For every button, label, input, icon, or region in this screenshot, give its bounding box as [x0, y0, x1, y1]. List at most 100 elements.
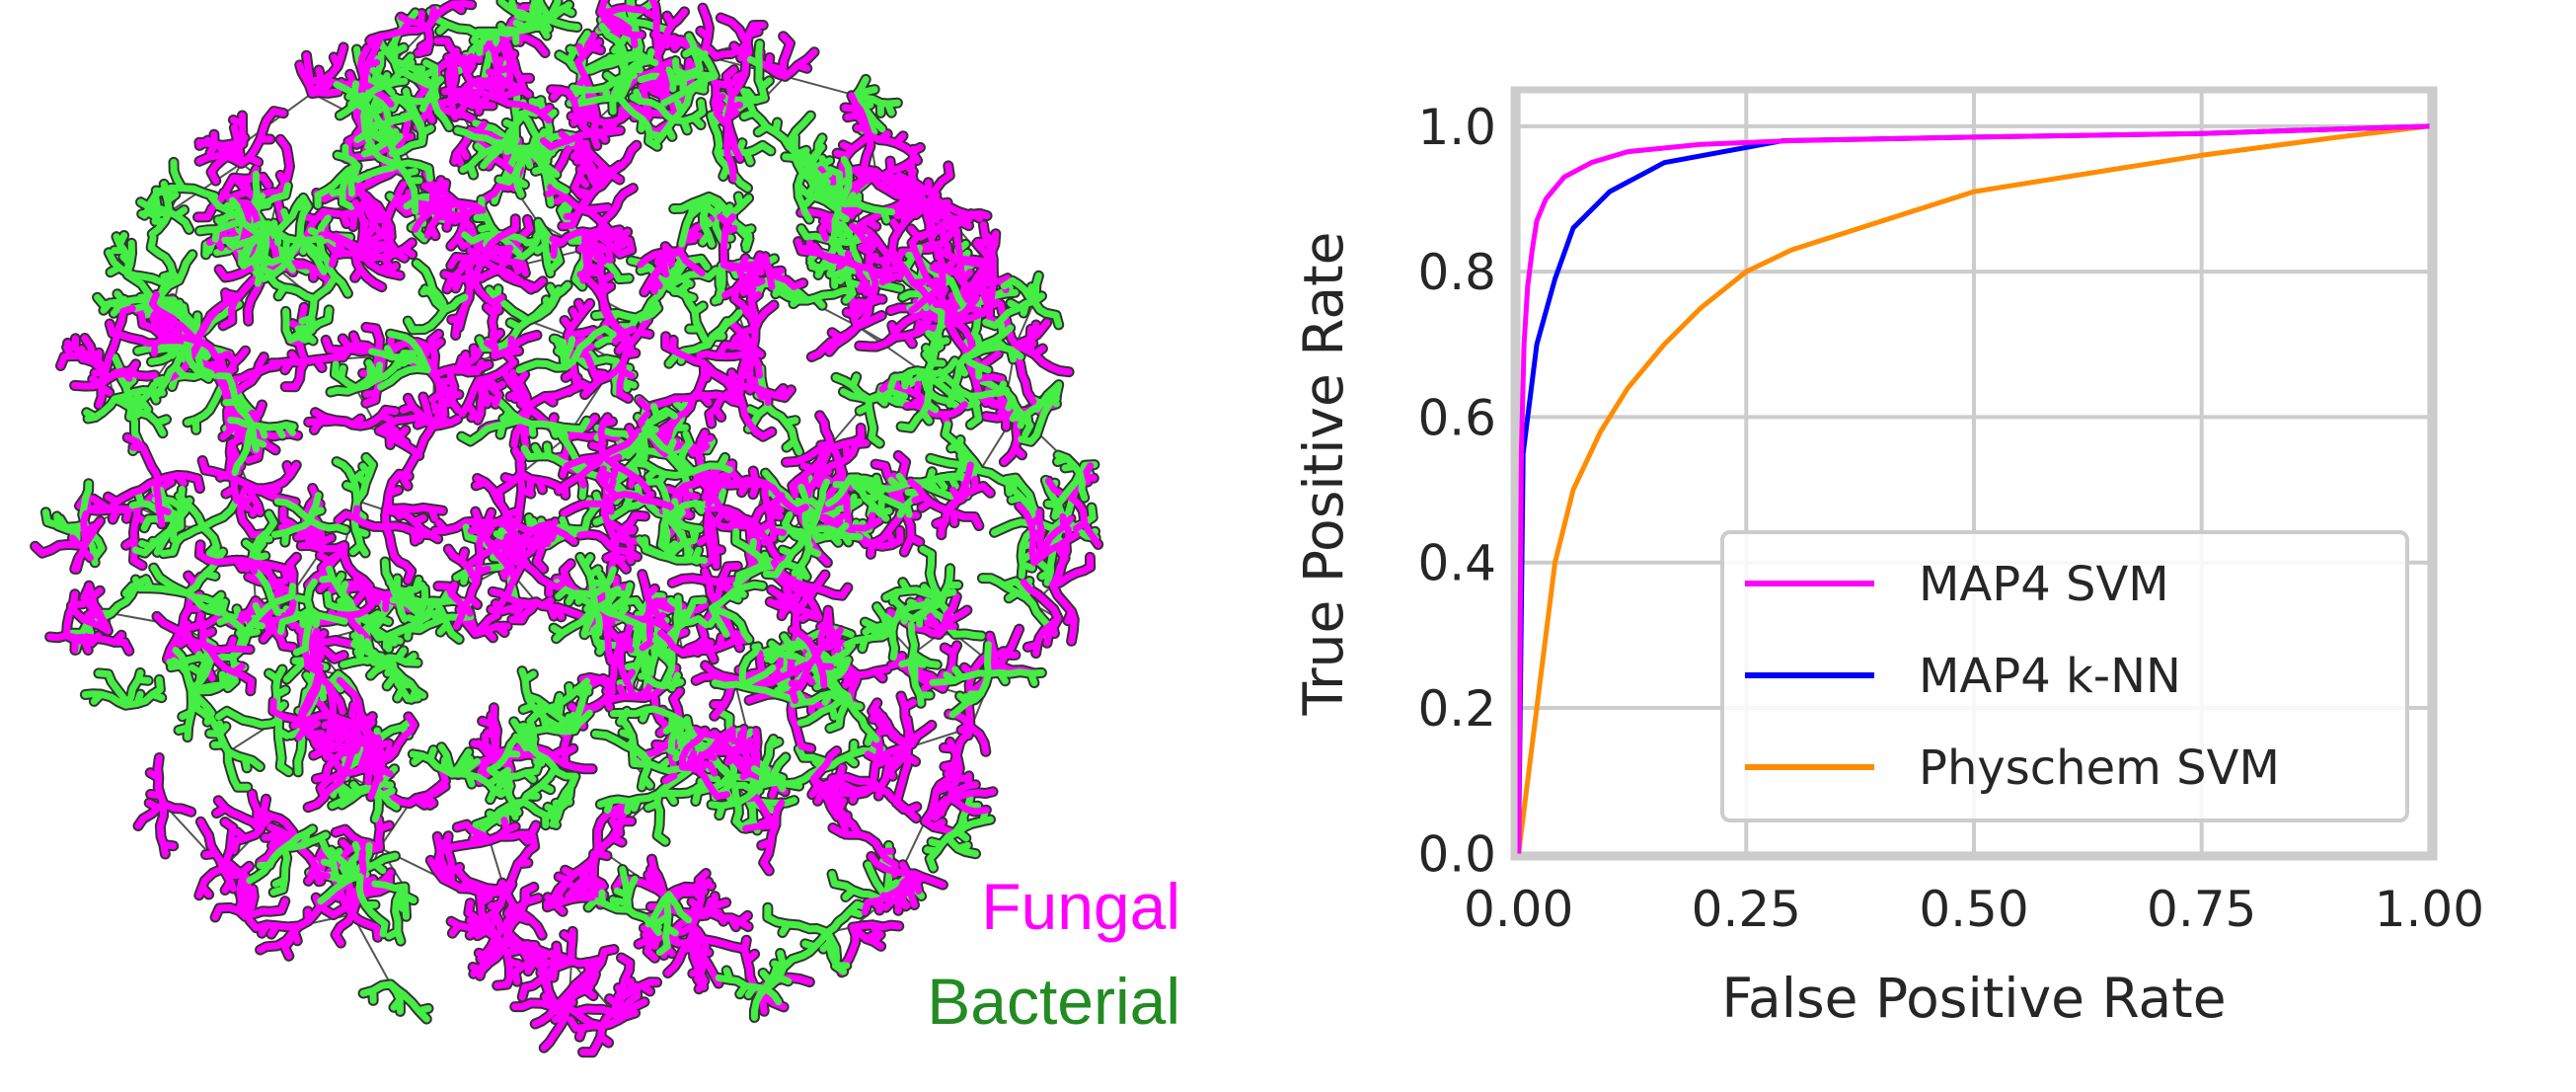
tree-branch-cluster	[657, 629, 742, 663]
tree-branch-cluster	[715, 950, 793, 1021]
tree-branch-cluster	[898, 621, 941, 707]
tree-nodes	[32, 0, 1102, 1056]
tree-branch-cluster	[644, 0, 688, 88]
tree-branch-cluster	[195, 108, 287, 167]
tree-branch-cluster	[497, 0, 581, 31]
series-line-physchem-svm	[1516, 123, 2430, 854]
tree-branch-cluster	[105, 433, 203, 528]
tree-branch-cluster	[838, 921, 903, 976]
tree-branch-cluster	[424, 180, 513, 251]
tree-branch-cluster	[740, 101, 831, 186]
tree-branch-cluster	[41, 480, 106, 567]
tree-branch-cluster	[882, 545, 962, 628]
tree-branch-cluster	[702, 650, 810, 687]
y-tick-label: 1.0	[1417, 99, 1496, 156]
tree-branch-cluster	[762, 478, 864, 579]
tree-branch-cluster	[584, 866, 662, 936]
tmap-tree-visualization	[30, 0, 1104, 1058]
tree-branch-cluster	[367, 0, 476, 57]
tree-branch-cluster	[296, 43, 347, 97]
tree-branch-cluster	[907, 190, 973, 241]
series-line-map4-svm	[1516, 123, 2430, 854]
tree-branch-cluster	[708, 107, 775, 192]
tree-branch-cluster	[931, 738, 997, 821]
tree-branch-cluster	[222, 224, 325, 287]
tree-branch-cluster	[696, 510, 762, 570]
tree-branch-cluster	[483, 302, 541, 363]
tree-branch-cluster	[517, 683, 593, 736]
tree-branch-cluster	[381, 558, 426, 623]
legend-entry-label: MAP4 SVM	[1919, 557, 2169, 612]
tree-branch-cluster	[440, 345, 492, 406]
tree-branch-cluster	[493, 516, 569, 613]
tree-branch-cluster	[447, 215, 519, 271]
tree-branch-cluster	[569, 23, 629, 116]
tree-branch-cluster	[908, 232, 947, 315]
tree-branch-cluster	[495, 136, 570, 198]
tree-branch-cluster	[770, 559, 852, 620]
tree-branch-cluster	[576, 241, 638, 354]
tree-branch-cluster	[555, 414, 651, 499]
tree-branch-cluster	[458, 358, 518, 424]
tree-branch-cluster	[574, 32, 605, 114]
x-tick-label: 0.25	[1692, 881, 1801, 938]
tree-branch-cluster	[145, 158, 220, 222]
tree-branch-cluster	[246, 884, 346, 960]
tree-branch-cluster	[335, 492, 434, 585]
tree-branch-cluster	[635, 429, 733, 486]
y-axis-label: True Positive Rate	[1292, 232, 1355, 717]
tree-branch-cluster	[167, 649, 235, 693]
tree-branch-cluster	[979, 378, 1034, 438]
tree-branch-cluster	[32, 509, 104, 573]
tree-branch-cluster	[660, 45, 719, 107]
tree-branch-cluster	[578, 316, 653, 402]
tree-branch-cluster	[397, 198, 487, 219]
tree-branch-cluster	[812, 156, 895, 247]
tree-branch-cluster	[153, 612, 256, 695]
x-tick-label: 0.50	[1919, 881, 2028, 938]
tree-branch-cluster	[678, 727, 734, 801]
tree-branch-cluster	[277, 578, 348, 657]
tree-branch-cluster	[214, 372, 297, 477]
plot-frame	[1510, 86, 2438, 861]
tree-branch-cluster	[257, 810, 331, 886]
tree-branch-cluster	[1020, 579, 1062, 658]
y-tick-label: 0.8	[1417, 244, 1496, 301]
tree-branch-cluster	[437, 817, 540, 856]
tree-branch-cluster	[721, 253, 807, 299]
tree-branch-cluster	[978, 575, 1052, 639]
tree-branch-cluster	[458, 396, 590, 445]
tree-branch-cluster	[351, 218, 417, 291]
tree-branch-cluster	[807, 289, 885, 360]
tree-branch-cluster	[305, 406, 399, 433]
tree-branch-cluster	[921, 760, 960, 836]
tree-branch-cluster	[444, 531, 492, 630]
tree-branch-cluster	[629, 84, 708, 148]
tree-branch-cluster	[375, 412, 429, 459]
tree-branch-cluster	[549, 185, 637, 277]
tree-branch-cluster	[832, 373, 910, 447]
tree-branch-cluster	[471, 764, 560, 843]
tree-branch-cluster	[470, 0, 575, 45]
tree-branch-cluster	[195, 541, 290, 586]
legend: MAP4 SVM MAP4 k-NN Physchem SVM	[1720, 530, 2409, 822]
tree-branch-cluster	[790, 652, 880, 746]
tree-branch-cluster	[554, 999, 640, 1056]
tree-branch-cluster	[242, 510, 291, 616]
tree-branch-cluster	[856, 311, 941, 351]
tree-branch-cluster	[64, 335, 159, 390]
tree-branch-cluster	[514, 520, 578, 573]
tree-branch-cluster	[543, 850, 598, 911]
tree-branch-cluster	[795, 238, 900, 303]
tree-branch-cluster	[46, 590, 133, 655]
tree-branch-cluster	[270, 492, 349, 546]
tree-branch-cluster	[314, 143, 361, 210]
tree-branch-cluster	[788, 626, 844, 704]
tree-branch-cluster	[951, 321, 1024, 399]
tree-branch-cluster	[137, 289, 238, 360]
tree-branch-cluster	[476, 281, 571, 352]
tree-branch-cluster	[982, 272, 1063, 330]
tree-branch-cluster	[539, 88, 624, 151]
tree-branch-cluster	[211, 860, 289, 921]
